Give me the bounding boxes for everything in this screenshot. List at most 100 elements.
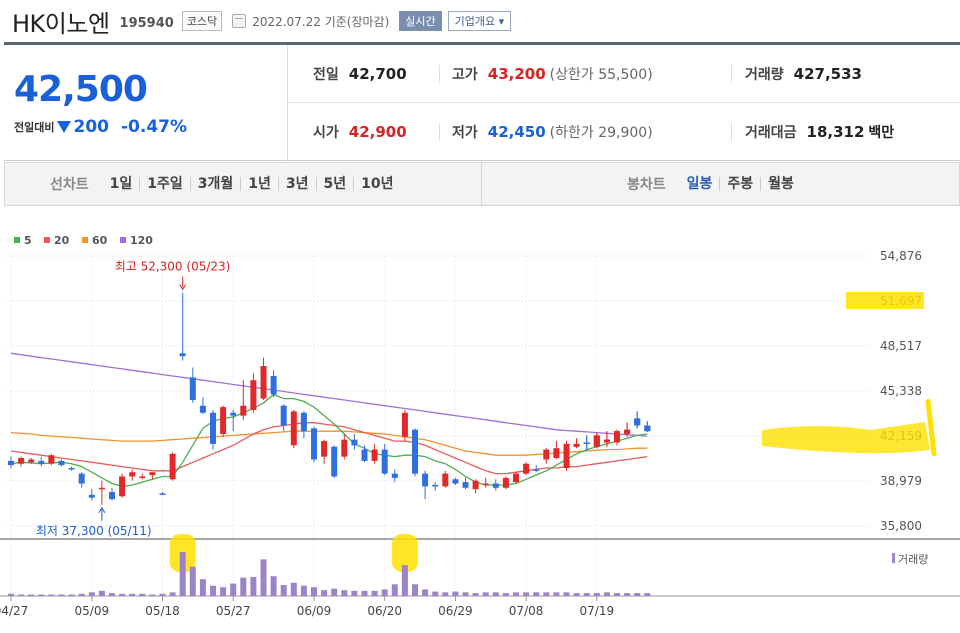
candle-body — [230, 412, 237, 416]
header-divider — [4, 42, 960, 45]
volume-bar — [422, 589, 429, 596]
stat-value: 42,450 — [487, 123, 546, 141]
stat-grid: 전일 42,700 고가 43,200 (상한가 55,500) 거래량 427… — [289, 45, 960, 161]
candle-body — [391, 473, 398, 478]
volume-bar — [442, 592, 449, 596]
y-tick-label: 45,338 — [880, 384, 922, 398]
volume-bar — [98, 590, 105, 596]
volume-bar — [341, 590, 348, 596]
stat-sub: (하한가 29,900) — [549, 125, 653, 141]
highlight-mark — [925, 398, 937, 457]
volume-bar — [593, 593, 600, 596]
stat-label: 시가 — [313, 125, 339, 141]
stock-name: HK이노엔 — [12, 9, 110, 38]
volume-bar — [260, 559, 267, 596]
line-tab-item[interactable]: 1주일 — [139, 177, 190, 191]
volume-bar — [391, 584, 398, 596]
volume-bar — [331, 588, 338, 596]
legend-swatch — [44, 237, 50, 243]
candle-body — [240, 405, 247, 416]
min-arrow-head — [98, 506, 106, 514]
line-tab-item[interactable]: 5년 — [315, 177, 354, 191]
realtime-button[interactable]: 실시간 — [399, 11, 442, 31]
volume-bar — [48, 594, 55, 596]
stat-label: 저가 — [452, 125, 478, 141]
company-overview-button[interactable]: 기업개요 ▾ — [447, 11, 512, 31]
candle-body — [331, 446, 338, 477]
candle-body — [462, 482, 469, 488]
volume-bar — [109, 593, 115, 596]
volume-bar — [371, 590, 378, 596]
candle-body — [492, 483, 499, 488]
x-tick-label: 04/27 — [0, 604, 28, 618]
candle-body — [442, 473, 449, 487]
volume-bar — [240, 577, 247, 596]
volume-bar — [300, 585, 307, 596]
candle-tab-item[interactable]: 주봉 — [719, 177, 760, 191]
divider — [439, 123, 440, 141]
stat-label: 고가 — [452, 67, 478, 83]
volume-bar — [472, 593, 479, 596]
max-arrow-head — [179, 284, 187, 291]
change-amount: 200 — [73, 117, 109, 137]
y-tick-label: 35,800 — [880, 519, 922, 533]
candle-body — [624, 429, 631, 434]
candle-chart-tabs: 봉차트 일봉 주봉 월봉 — [627, 163, 801, 205]
volume-bar — [149, 594, 156, 596]
stat-label: 전일 — [313, 67, 339, 83]
volume-bar — [462, 592, 469, 596]
volume-bar — [230, 583, 237, 596]
volume-bar — [644, 593, 651, 596]
candle-tab-item[interactable]: 월봉 — [760, 177, 801, 191]
volume-bar — [634, 593, 641, 596]
divider — [439, 65, 440, 83]
x-tick-label: 05/27 — [216, 604, 251, 618]
legend-swatch — [82, 237, 88, 243]
line-tab-item[interactable]: 1년 — [240, 177, 278, 191]
line-tab-item[interactable]: 1일 — [109, 176, 133, 192]
price-cell: 42,500 전일대비 200 -0.47% — [4, 45, 288, 161]
candle-body — [119, 476, 126, 497]
stat-value: 43,200 — [487, 65, 546, 83]
candle-body — [159, 493, 166, 495]
candlestick-chart[interactable]: 5206012054,87651,69748,51745,33842,15938… — [0, 206, 960, 633]
legend-label: 20 — [54, 234, 70, 247]
volume-bar — [159, 593, 166, 596]
candle-body — [68, 467, 75, 470]
candle-body — [341, 439, 348, 457]
volume-bar — [553, 592, 560, 596]
candle-body — [109, 492, 115, 500]
volume-bar — [290, 582, 297, 596]
volume-bar — [129, 593, 136, 596]
y-tick-label: 54,876 — [880, 249, 922, 263]
candle-tab-item[interactable]: 일봉 — [686, 176, 713, 192]
candle-body — [371, 449, 378, 461]
candle-body — [88, 494, 95, 498]
candle-body — [8, 460, 14, 466]
candle-body — [260, 366, 267, 399]
line-tab-item[interactable]: 3개월 — [189, 177, 241, 191]
ma60-line — [10, 430, 648, 456]
stat-row: 시가 42,900 저가 42,450 (하한가 29,900) 거래대금 18… — [289, 103, 960, 161]
change-label: 전일대비 — [14, 121, 55, 134]
y-tick-label: 48,517 — [880, 339, 922, 353]
volume-bar — [412, 584, 418, 596]
volume-bar — [58, 594, 65, 596]
candle-body — [603, 439, 610, 443]
candle-body — [573, 443, 580, 447]
legend-swatch — [120, 237, 126, 243]
line-tab-item[interactable]: 10년 — [353, 177, 400, 191]
candle-body — [361, 449, 368, 461]
candle-body — [502, 477, 509, 488]
volume-bar — [583, 593, 590, 596]
stat-value: 42,900 — [348, 123, 407, 141]
volume-bar — [321, 590, 328, 596]
ma20-line — [10, 422, 648, 475]
volume-bar — [311, 587, 317, 596]
candle-body — [614, 431, 620, 443]
volume-bar — [533, 592, 540, 596]
candle-body — [58, 460, 65, 466]
line-tab-item[interactable]: 3년 — [277, 177, 316, 191]
volume-bar — [401, 565, 408, 596]
volume-bar — [220, 587, 227, 596]
